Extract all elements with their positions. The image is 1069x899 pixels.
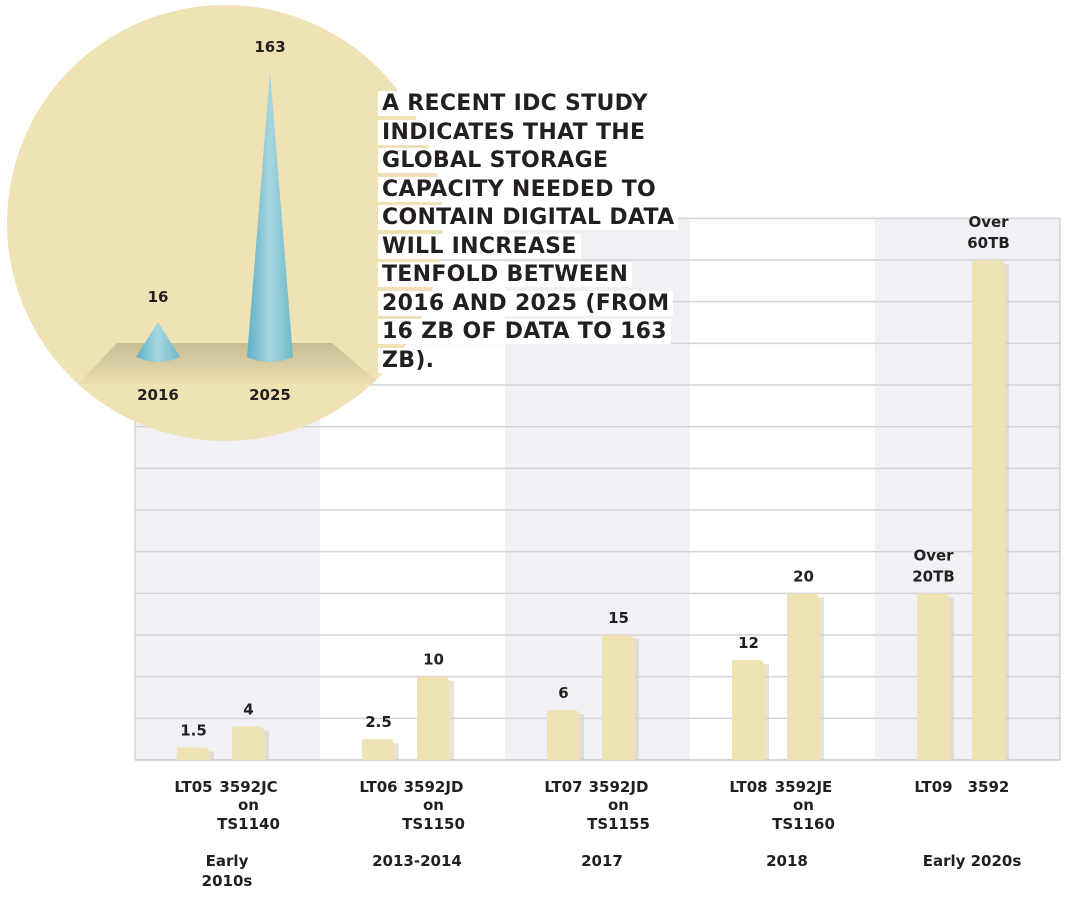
bar-category-label: on [238,796,259,814]
bar-value-label: 20 [793,567,814,585]
bar-category-label: 3592JE [775,778,833,796]
cone-value-label: 163 [254,38,285,56]
bar-value-label: 6 [558,684,568,702]
bar-3592JD [417,676,450,760]
bar-3592 [972,260,1005,760]
cone-2016 [136,322,180,362]
bar-category-label: TS1160 [772,815,835,833]
bar-LT06 [362,739,395,760]
bar-value-label: 60TB [967,234,1010,252]
bar-value-label: 1.5 [180,722,207,740]
cone-value-label: 16 [148,288,169,306]
bar-value-label: 4 [243,701,253,719]
bar-3592JD [602,635,635,760]
callout-text-content: A RECENT IDC STUDY INDICATES THAT THE GL… [378,91,679,373]
bar-category-label: LT07 [544,778,582,796]
bar-3592JC [232,726,265,760]
bar-category-label: 3592 [968,778,1010,796]
bar-category-label: on [793,796,814,814]
cone-2025 [247,72,293,362]
bar-value-label: 2.5 [365,713,392,731]
band-4 [875,218,1060,761]
bar-category-label: TS1150 [402,815,465,833]
inset-platform [78,343,380,384]
bar-category-label: LT09 [914,778,952,796]
bar-value-label: 15 [608,609,629,627]
bar-category-label: LT08 [729,778,767,796]
bar-LT08 [732,660,765,760]
group-label: 2010s [202,872,253,890]
cone-year-label: 2016 [137,386,179,404]
bar-category-label: 3592JC [219,778,277,796]
inset-group [78,343,380,384]
inset-circle [7,5,443,441]
group-label: 2018 [766,852,808,870]
bar-3592JE [787,593,820,760]
bar-category-label: LT05 [174,778,212,796]
group-label: Early 2020s [923,852,1022,870]
bar-value-label: Over [968,213,1009,231]
bar-category-label: 3592JD [404,778,464,796]
bar-category-label: LT06 [359,778,397,796]
bar-category-label: TS1140 [217,815,280,833]
bar-LT09 [917,593,950,760]
group-label: Early [206,852,249,870]
bar-category-label: 3592JD [589,778,649,796]
bar-value-label: 20TB [912,567,955,585]
bar-category-label: TS1155 [587,815,650,833]
group-label: 2017 [581,852,623,870]
group-label: 2013-2014 [372,852,462,870]
bar-value-label: Over [913,546,954,564]
bar-LT07 [547,710,580,760]
bar-value-label: 12 [738,634,759,652]
bar-category-label: on [608,796,629,814]
cone-year-label: 2025 [249,386,291,404]
bar-LT05 [177,747,210,760]
callout-text: A RECENT IDC STUDY INDICATES THAT THE GL… [378,90,679,375]
bar-category-label: on [423,796,444,814]
bar-value-label: 10 [423,651,444,669]
